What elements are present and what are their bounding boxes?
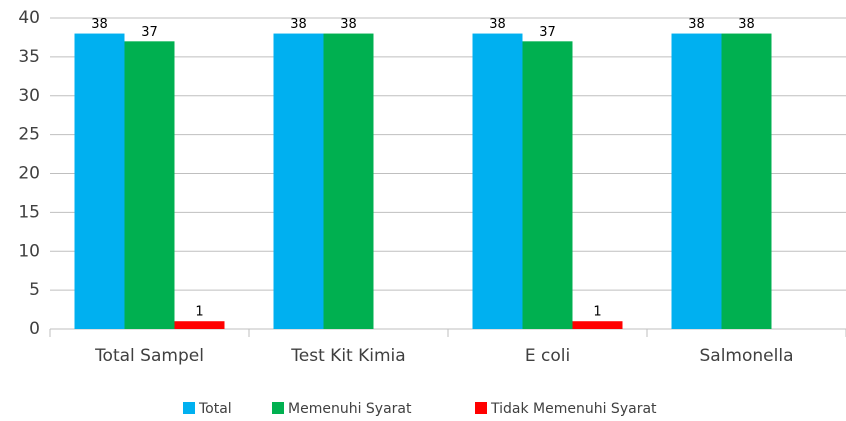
bar: [721, 33, 772, 330]
x-tick-label: Test Kit Kimia: [290, 346, 405, 366]
value-label: 38: [290, 17, 307, 32]
bar: [472, 33, 523, 330]
y-tick-label: 5: [29, 280, 40, 300]
value-label: 37: [539, 25, 556, 40]
value-label: 38: [738, 17, 755, 32]
bar: [74, 33, 125, 330]
legend-label: Memenuhi Syarat: [288, 401, 412, 417]
legend-swatch: [183, 402, 195, 414]
y-tick-label: 0: [29, 319, 40, 339]
value-label: 1: [593, 305, 601, 320]
y-tick-label: 20: [18, 164, 40, 184]
legend-label: Tidak Memenuhi Syarat: [490, 401, 657, 417]
y-tick-label: 30: [18, 86, 40, 106]
value-label: 38: [91, 17, 108, 32]
value-label: 38: [489, 17, 506, 32]
bar: [273, 33, 324, 330]
y-tick-label: 25: [18, 125, 40, 145]
value-label: 1: [195, 305, 203, 320]
bar: [671, 33, 722, 330]
y-tick-label: 10: [18, 241, 40, 261]
value-label: 38: [340, 17, 357, 32]
x-tick-label: Total Sampel: [94, 346, 204, 366]
value-label: 37: [141, 25, 158, 40]
bar: [174, 321, 225, 329]
legend-swatch: [272, 402, 284, 414]
value-label: 38: [688, 17, 705, 32]
bar: [323, 33, 374, 330]
y-tick-label: 35: [18, 47, 40, 67]
y-tick-label: 40: [18, 8, 40, 28]
bar: [572, 321, 623, 329]
x-tick-label: E coli: [525, 346, 570, 366]
x-tick-label: Salmonella: [700, 346, 794, 366]
legend-label: Total: [198, 401, 232, 417]
bar: [124, 41, 175, 329]
y-tick-label: 15: [18, 202, 40, 222]
legend-swatch: [475, 402, 487, 414]
bar: [522, 41, 573, 329]
